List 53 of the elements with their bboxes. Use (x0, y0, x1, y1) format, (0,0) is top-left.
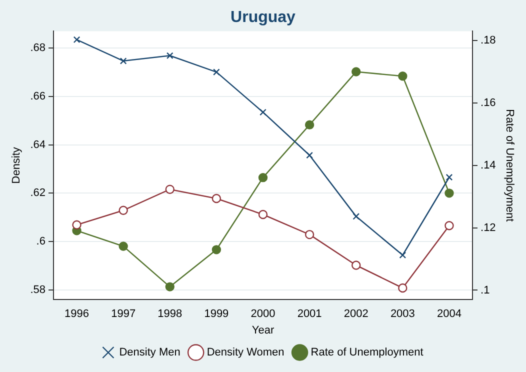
point (72, 220, 82, 230)
point (398, 72, 408, 81)
legend-label: Density Women (206, 346, 284, 359)
y-tick-label: .62 (30, 187, 46, 200)
x-tick-label: 1996 (64, 308, 90, 320)
x-tick-label: 1997 (111, 308, 136, 320)
point (212, 194, 222, 204)
y-tick-label: .68 (30, 42, 46, 54)
point (260, 108, 266, 116)
point (352, 260, 361, 270)
legend-label: Rate of Unemployment (310, 346, 424, 359)
x-axis-title: Year (252, 324, 274, 336)
point (399, 252, 406, 259)
y-tick-label: .64 (30, 138, 46, 151)
y-tick-label: .66 (30, 90, 46, 103)
point (212, 245, 222, 254)
point (352, 212, 360, 220)
x-tick-label: 2004 (436, 308, 462, 320)
x-tick-label: 2000 (250, 308, 276, 320)
x-tick-label: 1999 (204, 308, 229, 320)
y-tick-label: .58 (30, 284, 46, 296)
point (258, 172, 268, 182)
point (304, 120, 314, 130)
y2-tick-label: .14 (480, 159, 496, 172)
chart-title: Uruguay (230, 9, 296, 26)
point (165, 184, 174, 194)
x-tick-label: 2001 (297, 308, 322, 320)
point (118, 242, 128, 251)
y2-axis-title: Rate of Unemployment (503, 109, 516, 222)
point (352, 67, 361, 76)
y2-tick-label: .16 (480, 97, 496, 110)
point (258, 210, 268, 220)
point (120, 58, 127, 64)
point (166, 52, 174, 60)
x-tick-label: 1998 (158, 308, 182, 320)
x-tick-label: 2003 (390, 308, 415, 320)
point (444, 188, 454, 198)
point (446, 174, 453, 181)
y2-tick-label: .12 (480, 222, 496, 234)
point (398, 283, 408, 293)
point (306, 152, 313, 159)
y2-tick-label: .1 (480, 284, 490, 296)
point (165, 282, 174, 292)
legend-label: Density Men (119, 346, 180, 359)
x-tick-label: 2002 (344, 308, 368, 320)
y-axis-title: Density (10, 146, 23, 184)
point (213, 68, 220, 76)
y2-tick-label: .18 (480, 34, 496, 47)
y-tick-label: .6 (36, 236, 46, 248)
point (73, 36, 80, 44)
point (118, 206, 128, 215)
point (304, 230, 314, 240)
point (444, 221, 454, 230)
